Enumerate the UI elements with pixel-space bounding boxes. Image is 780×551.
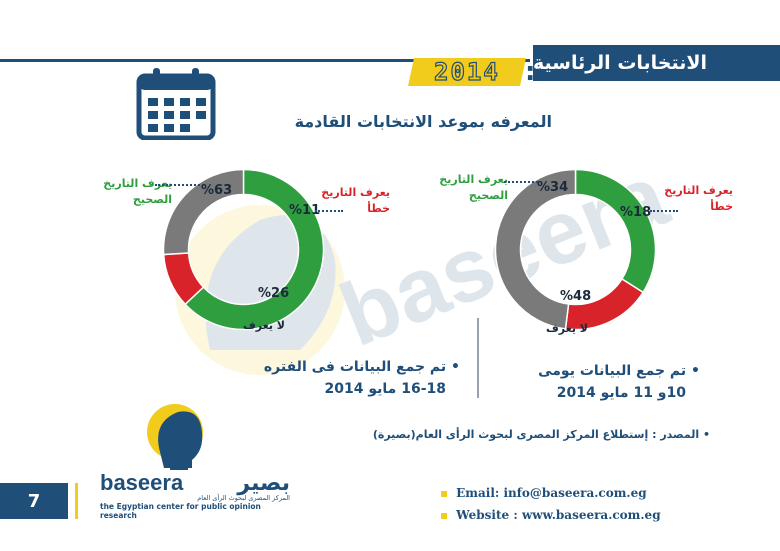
brand-row: baseera بصير (100, 470, 290, 496)
leader-wrong-left (315, 210, 343, 212)
year-colon: : (525, 57, 536, 87)
leader-correct-left (155, 184, 200, 186)
leader-correct-right (504, 181, 538, 183)
pct-label-correct-right: %34 (537, 180, 569, 195)
brand-name-en: baseera (100, 470, 184, 495)
year-badge: 2014 (408, 57, 526, 87)
calendar-icon (136, 68, 216, 140)
right-slice-unknown (494, 168, 577, 330)
legend-wrong-right: يعرف التاريخ خطأ (664, 184, 733, 213)
brand-name-ar: بصير (237, 471, 290, 496)
note-left: • تم جمع البيانات فى الفتره 16-18 مايو 2… (263, 359, 460, 397)
pct-label-correct-left: %63 (201, 183, 233, 198)
website-line[interactable]: ▪ Website : www.baseera.com.eg (440, 508, 661, 522)
brand-subtitle-ar: المركز المصرى لبحوث الرأى العام (197, 494, 290, 502)
donut-chart-right (494, 168, 657, 331)
chart-divider (477, 318, 479, 398)
legend-correct-right: يعرف التاريخ الصحيح (439, 173, 508, 202)
page-separator (75, 483, 78, 519)
right-slice-correct (574, 168, 657, 294)
pct-label-unknown-right: %48 (560, 289, 592, 304)
pct-label-unknown-left: %26 (258, 286, 290, 301)
left-slice-correct (184, 168, 325, 331)
legend-wrong-left: يعرف التاريخ خطأ (321, 186, 390, 215)
left-slice-unknown (162, 168, 245, 256)
pct-label-wrong-right: %18 (620, 205, 652, 220)
legend-unknown-right: لا يعرف (546, 322, 588, 335)
header-rule (0, 59, 530, 62)
page-number: 7 (0, 483, 68, 519)
pct-label-wrong-left: %11 (289, 203, 321, 218)
page-title: الانتخابات الرئاسية (533, 45, 780, 81)
note-right: • تم جمع البيانات يومى 10و 11 مايو 2014 (538, 363, 700, 401)
chart-subtitle: المعرفه بموعد الانتخابات القادمة (294, 112, 552, 131)
email-line[interactable]: ▪ Email: info@baseera.com.eg (440, 486, 647, 500)
leader-wrong-right (650, 210, 678, 212)
baseera-logo (147, 404, 203, 470)
year-label: 2014 (433, 57, 500, 86)
source-note: • المصدر : إستطلاع المركز المصرى لبحوث ا… (372, 428, 710, 441)
legend-correct-left: يعرف التاريخ الصحيح (103, 177, 172, 206)
donut-chart-left (162, 168, 325, 331)
legend-unknown-left: لا يعرف (243, 319, 285, 332)
brand-subtitle-en: the Egyptian center for public opinion r… (100, 502, 261, 520)
